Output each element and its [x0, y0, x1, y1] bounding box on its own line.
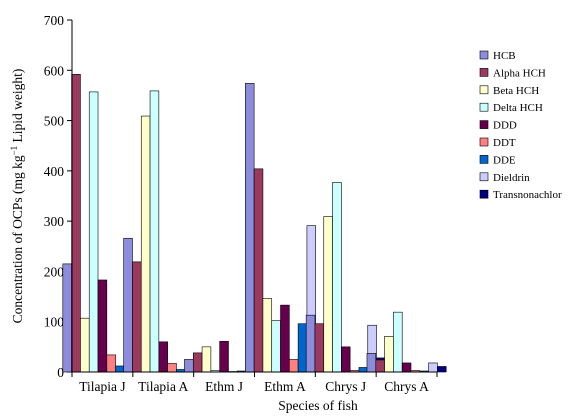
- bar-hcb: [366, 353, 377, 373]
- legend-label: Delta HCH: [493, 102, 543, 114]
- bar-dde: [297, 323, 308, 373]
- bar-beta-hch: [384, 335, 394, 373]
- x-tick-label: Tilapia J: [79, 379, 125, 394]
- bar-alpha-hch: [132, 261, 142, 373]
- bar-alpha-hch: [192, 352, 203, 373]
- bar-dde: [115, 365, 125, 373]
- bar-hcb: [305, 314, 316, 373]
- bar-alpha-hch: [253, 168, 264, 373]
- y-axis-label-main: Concentration of OCPs (mg kg: [10, 155, 25, 323]
- bar-ddd: [341, 346, 351, 373]
- y-axis-label: Concentration of OCPs (mg kg−1 Lipid wei…: [9, 69, 25, 324]
- x-axis-ticks: Tilapia J Tilapia A Ethm J Ethm A Chrys J Chr…: [71, 372, 438, 394]
- y-tick-label: 100: [44, 315, 65, 330]
- bar-alpha-hch: [71, 74, 81, 373]
- legend-label: Alpha HCH: [493, 67, 546, 79]
- bar-ddt: [106, 354, 116, 373]
- y-tick-label: 500: [44, 114, 65, 129]
- legend-label: Transnonachlor: [493, 189, 562, 201]
- bar-delta-hch: [271, 320, 281, 373]
- legend-swatch: [479, 137, 489, 147]
- bar-delta-hch: [88, 91, 99, 373]
- legend-swatch: [479, 68, 489, 77]
- y-tick-label: 200: [44, 264, 65, 279]
- bar-hcb: [62, 263, 72, 373]
- bar-delta-hch: [332, 182, 342, 373]
- legend: HCB Alpha HCH Beta HCH Delta HCH DDD DDT DDE Di…: [479, 50, 562, 201]
- bar-ddd: [97, 279, 108, 373]
- bar-delta-hch: [393, 311, 403, 373]
- legend-swatch: [479, 172, 489, 182]
- x-tick-label: Tilapia A: [138, 379, 188, 394]
- legend-swatch: [479, 120, 489, 129]
- bar-hcb: [245, 83, 255, 373]
- y-axis-ticks: 0 100 200 300 400 500 600 700: [44, 13, 72, 380]
- legend-swatch: [479, 189, 489, 199]
- bar-alpha-hch: [375, 359, 385, 373]
- bar-ddd: [158, 341, 168, 373]
- legend-swatch: [479, 50, 489, 60]
- y-axis-label-superscript: −1: [9, 146, 19, 156]
- bar-ddt: [289, 359, 299, 373]
- bar-dde: [358, 367, 369, 373]
- bar-dieldrin: [428, 362, 438, 373]
- bar-beta-hch: [201, 346, 212, 373]
- legend-label: DDD: [493, 120, 517, 132]
- x-axis-label: Species of fish: [278, 398, 358, 413]
- legend-swatch: [479, 102, 489, 112]
- y-axis-label-tail: Lipid weight): [10, 69, 25, 146]
- y-tick-label: 700: [44, 13, 65, 28]
- bar-beta-hch: [323, 216, 333, 373]
- bar-hcb: [123, 237, 133, 373]
- y-tick-label: 0: [57, 365, 64, 380]
- legend-label: Dieldrin: [493, 172, 530, 184]
- y-tick-label: 600: [44, 63, 65, 78]
- bar-ddd: [219, 341, 229, 373]
- bar-ddd: [280, 304, 290, 373]
- x-tick-label: Ethm J: [205, 379, 243, 394]
- bar-delta-hch: [149, 90, 160, 373]
- y-tick-label: 400: [44, 164, 65, 179]
- bar-alpha-hch: [314, 323, 325, 373]
- y-tick-label: 300: [44, 214, 65, 229]
- legend-label: DDE: [493, 154, 516, 166]
- legend-label: HCB: [493, 50, 516, 62]
- bar-beta-hch: [80, 317, 90, 373]
- legend-label: Beta HCH: [493, 85, 539, 97]
- x-tick-label: Chrys A: [384, 379, 429, 394]
- legend-swatch: [479, 155, 489, 164]
- x-tick-label: Chrys J: [325, 379, 366, 394]
- bars: [62, 74, 447, 373]
- legend-label: DDT: [493, 137, 516, 149]
- bar-transnonachlor: [437, 366, 447, 373]
- bar-ddd: [401, 362, 412, 373]
- bar-hcb: [184, 359, 194, 373]
- bar-ddt: [167, 363, 177, 373]
- legend-swatch: [479, 85, 489, 95]
- bar-beta-hch: [140, 115, 151, 373]
- bar-beta-hch: [262, 298, 273, 373]
- x-tick-label: Ethm A: [264, 379, 306, 394]
- svg-text:Concentration of OCPs (mg kg−1: Concentration of OCPs (mg kg−1 Lipid wei…: [9, 69, 25, 324]
